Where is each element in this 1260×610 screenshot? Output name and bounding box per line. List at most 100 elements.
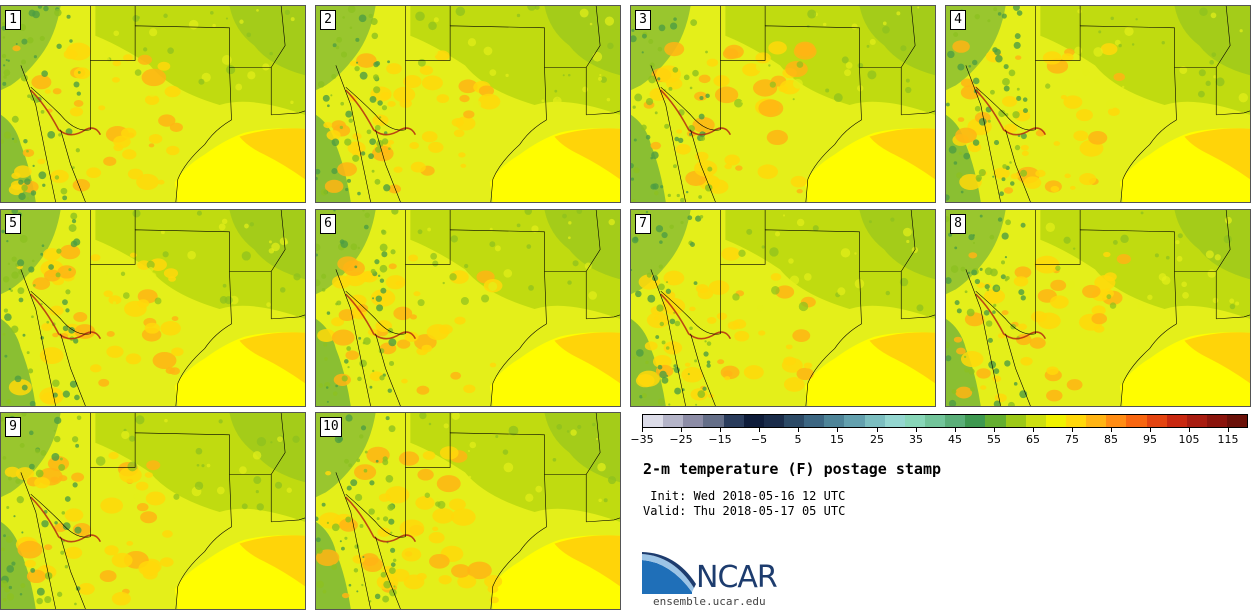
colorbar-tick xyxy=(877,428,878,432)
colorbar-tick-label: 45 xyxy=(948,433,962,446)
temperature-map xyxy=(946,210,1250,406)
colorbar-tick-label: 25 xyxy=(870,433,884,446)
colorbar-segment xyxy=(1025,415,1046,427)
colorbar-segment xyxy=(884,415,905,427)
temperature-map xyxy=(316,6,620,202)
member-number: 2 xyxy=(320,10,336,30)
colorbar-tick xyxy=(681,428,682,432)
member-number: 4 xyxy=(950,10,966,30)
colorbar-segment xyxy=(723,415,744,427)
colorbar-tick-label: 15 xyxy=(830,433,844,446)
colorbar-tick xyxy=(955,428,956,432)
member-number: 9 xyxy=(5,417,21,437)
member-number: 5 xyxy=(5,214,21,234)
colorbar-segment xyxy=(1106,415,1127,427)
colorbar-tick xyxy=(1189,428,1190,432)
colorbar-segment xyxy=(804,415,825,427)
colorbar-ticks: −35 −25 −15 −5 5 15 25 35 45 55 65 75 85 95 105 115 xyxy=(630,428,1248,450)
colorbar-segment xyxy=(1065,415,1087,427)
member-number: 7 xyxy=(635,214,651,234)
member-panel: 4 xyxy=(945,5,1251,203)
colorbar-tick-label: −15 xyxy=(708,433,732,446)
colorbar-segment xyxy=(1206,415,1228,427)
colorbar-segment xyxy=(824,415,845,427)
member-panel: 10 xyxy=(315,412,621,610)
colorbar-segment xyxy=(864,415,885,427)
member-number: 3 xyxy=(635,10,651,30)
colorbar-segment xyxy=(1146,415,1167,427)
colorbar-tick-label: 35 xyxy=(909,433,923,446)
colorbar-segment xyxy=(763,415,784,427)
colorbar-tick-label: −25 xyxy=(669,433,693,446)
member-number: 10 xyxy=(320,417,342,437)
temperature-map xyxy=(1,210,305,406)
colorbar-tick-label: 105 xyxy=(1178,433,1200,446)
colorbar xyxy=(642,414,1248,428)
colorbar-segment xyxy=(643,415,664,427)
colorbar-segment xyxy=(1186,415,1207,427)
member-panel: 8 xyxy=(945,209,1251,407)
member-panel: 1 xyxy=(0,5,306,203)
member-panel: 5 xyxy=(0,209,306,407)
colorbar-segment xyxy=(743,415,764,427)
colorbar-tick xyxy=(1033,428,1034,432)
member-panel: 6 xyxy=(315,209,621,407)
colorbar-segment xyxy=(1045,415,1066,427)
temperature-map xyxy=(316,413,620,609)
colorbar-tick xyxy=(759,428,760,432)
colorbar-tick-label: 115 xyxy=(1217,433,1239,446)
temperature-map xyxy=(946,6,1250,202)
colorbar-tick xyxy=(720,428,721,432)
colorbar-segment xyxy=(1227,415,1248,427)
site-url: ensemble.ucar.edu xyxy=(653,595,766,608)
member-number: 1 xyxy=(5,10,21,30)
colorbar-segment xyxy=(844,415,865,427)
colorbar-segment xyxy=(945,415,966,427)
member-number: 8 xyxy=(950,214,966,234)
colorbar-tick xyxy=(798,428,799,432)
member-panel: 9 xyxy=(0,412,306,610)
temperature-map xyxy=(1,6,305,202)
colorbar-segment xyxy=(783,415,805,427)
time-info: Init: Wed 2018-05-16 12 UTC Valid: Thu 2… xyxy=(643,489,845,519)
member-panel: 2 xyxy=(315,5,621,203)
colorbar-tick-label: 75 xyxy=(1065,433,1079,446)
member-number: 6 xyxy=(320,214,336,234)
colorbar-tick xyxy=(837,428,838,432)
colorbar-tick-label: 5 xyxy=(794,433,802,446)
ncar-logo-text: NCAR xyxy=(696,560,778,595)
colorbar-tick xyxy=(1072,428,1073,432)
member-panel: 3 xyxy=(630,5,936,203)
colorbar-tick-label: 55 xyxy=(987,433,1001,446)
colorbar-tick-label: 65 xyxy=(1026,433,1040,446)
colorbar-tick xyxy=(1150,428,1151,432)
colorbar-tick xyxy=(642,428,643,432)
colorbar-segment xyxy=(683,415,704,427)
colorbar-tick-label: 85 xyxy=(1104,433,1118,446)
colorbar-segment xyxy=(1166,415,1187,427)
valid-time: Valid: Thu 2018-05-17 05 UTC xyxy=(643,504,846,518)
temperature-map xyxy=(631,210,935,406)
colorbar-segment xyxy=(1005,415,1026,427)
colorbar-segment xyxy=(663,415,684,427)
colorbar-tick-label: 95 xyxy=(1143,433,1157,446)
colorbar-tick-label: −35 xyxy=(630,433,654,446)
temperature-map xyxy=(631,6,935,202)
colorbar-tick-label: −5 xyxy=(750,433,768,446)
colorbar-segment xyxy=(1086,415,1107,427)
ncar-logo-icon xyxy=(642,552,696,594)
chart-title: 2-m temperature (F) postage stamp xyxy=(643,460,942,478)
colorbar-tick xyxy=(916,428,917,432)
colorbar-segment xyxy=(924,415,946,427)
temperature-map xyxy=(1,413,305,609)
colorbar-segment xyxy=(1126,415,1147,427)
colorbar-segment xyxy=(985,415,1006,427)
colorbar-tick xyxy=(1228,428,1229,432)
member-panel: 7 xyxy=(630,209,936,407)
colorbar-segment xyxy=(703,415,724,427)
colorbar-segment xyxy=(904,415,925,427)
colorbar-tick xyxy=(994,428,995,432)
colorbar-tick xyxy=(1111,428,1112,432)
init-time: Init: Wed 2018-05-16 12 UTC xyxy=(643,489,846,503)
temperature-map xyxy=(316,210,620,406)
